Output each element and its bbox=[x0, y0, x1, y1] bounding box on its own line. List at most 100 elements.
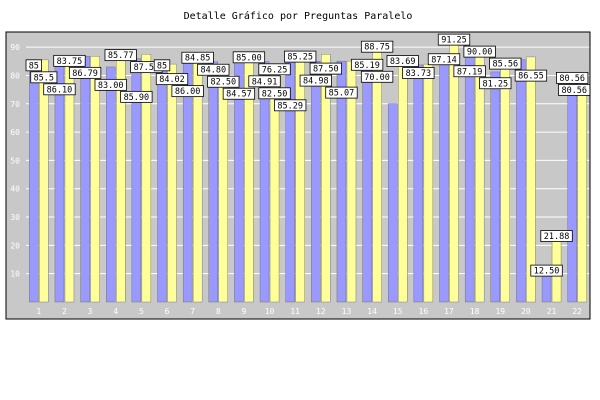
data-label: 82.50 bbox=[207, 75, 240, 88]
data-label: 87.19 bbox=[453, 65, 486, 77]
svg-text:81.25: 81.25 bbox=[482, 79, 508, 89]
data-label: 83.69 bbox=[386, 55, 419, 67]
svg-text:85.25: 85.25 bbox=[287, 53, 313, 63]
x-tick-label: 10 bbox=[265, 307, 275, 316]
data-label: 85.00 bbox=[232, 51, 266, 63]
bar-s1-cat-16 bbox=[413, 64, 424, 303]
data-label: 90.00 bbox=[463, 45, 496, 58]
x-tick-label: 6 bbox=[165, 307, 170, 316]
x-tick-label: 14 bbox=[367, 307, 377, 316]
data-label: 86.55 bbox=[514, 69, 548, 82]
bar-s1-cat-6 bbox=[157, 61, 167, 303]
bar-s1-cat-13 bbox=[336, 60, 347, 303]
data-label: 83.75 bbox=[53, 54, 86, 67]
bar-s1-cat-1 bbox=[29, 61, 39, 303]
bar-s2-cat-6 bbox=[167, 63, 177, 303]
svg-text:91.25: 91.25 bbox=[441, 36, 467, 46]
svg-text:85: 85 bbox=[157, 61, 167, 71]
bar-s1-cat-22 bbox=[567, 73, 577, 303]
data-label: 87.14 bbox=[427, 53, 461, 65]
x-tick-label: 7 bbox=[190, 307, 195, 316]
svg-text:86.00: 86.00 bbox=[175, 87, 201, 97]
data-label: 70.00 bbox=[360, 70, 394, 83]
bar-s1-cat-3 bbox=[80, 56, 90, 303]
data-label: 85 bbox=[25, 59, 43, 71]
bar-s2-cat-1 bbox=[39, 59, 49, 303]
data-label: 76.25 bbox=[258, 63, 291, 75]
svg-text:85.77: 85.77 bbox=[108, 51, 134, 61]
svg-text:87.19: 87.19 bbox=[457, 67, 483, 77]
svg-text:85.56: 85.56 bbox=[492, 60, 518, 70]
y-axis-ticks: 10 20 30 40 50 60 70 80 90 bbox=[10, 43, 20, 279]
svg-text:88.75: 88.75 bbox=[364, 43, 390, 53]
bar-s2-cat-5 bbox=[141, 54, 152, 303]
svg-text:84.02: 84.02 bbox=[159, 75, 185, 85]
data-label: 80.56 bbox=[558, 83, 591, 96]
y-tick-label: 30 bbox=[10, 213, 20, 222]
x-tick-label: 19 bbox=[495, 307, 505, 316]
y-tick-label: 50 bbox=[10, 156, 20, 165]
svg-text:85.07: 85.07 bbox=[329, 89, 355, 99]
bar-s2-cat-2 bbox=[64, 64, 75, 303]
data-label: 85.56 bbox=[489, 57, 522, 70]
x-tick-label: 3 bbox=[88, 307, 93, 316]
data-label: 85.77 bbox=[104, 49, 137, 61]
x-tick-label: 5 bbox=[139, 307, 144, 316]
bar-s2-cat-19 bbox=[500, 59, 510, 303]
x-tick-label: 17 bbox=[444, 307, 454, 316]
data-label: 83.73 bbox=[402, 67, 435, 79]
svg-text:85.5: 85.5 bbox=[34, 73, 54, 83]
bar-s2-cat-11 bbox=[295, 60, 305, 303]
data-label: 91.25 bbox=[437, 33, 471, 46]
data-label: 85.5 bbox=[30, 71, 58, 83]
svg-text:86.10: 86.10 bbox=[47, 85, 73, 95]
bar-s1-cat-17 bbox=[439, 55, 449, 303]
data-label: 88.75 bbox=[360, 40, 394, 53]
data-labels: 8585.586.1083.7586.7983.0085.7787.5085.9… bbox=[25, 33, 591, 277]
x-axis-ticks: 1 2 3 4 5 6 7 8 9 10 11 12 13 14 15 16 17 18 19 20 21 22 bbox=[36, 307, 582, 316]
bar-s1-cat-4 bbox=[106, 66, 116, 303]
x-tick-label: 9 bbox=[241, 307, 246, 316]
svg-text:84.80: 84.80 bbox=[200, 66, 226, 76]
svg-text:82.50: 82.50 bbox=[210, 78, 236, 88]
svg-text:84.91: 84.91 bbox=[252, 77, 278, 87]
bar-s2-cat-15 bbox=[398, 64, 408, 303]
svg-text:82.50: 82.50 bbox=[262, 89, 288, 99]
data-label: 85.25 bbox=[284, 50, 317, 63]
x-tick-label: 2 bbox=[62, 307, 67, 316]
data-label: 84.57 bbox=[222, 87, 256, 100]
x-tick-label: 1 bbox=[36, 307, 41, 316]
bar-s1-cat-18 bbox=[464, 54, 475, 303]
y-tick-label: 90 bbox=[10, 43, 20, 52]
x-tick-label: 12 bbox=[316, 307, 326, 316]
svg-text:85.29: 85.29 bbox=[277, 101, 303, 111]
bar-s2-cat-22 bbox=[577, 73, 587, 303]
data-label: 85 bbox=[153, 59, 171, 71]
svg-text:84.57: 84.57 bbox=[226, 90, 252, 100]
data-label: 84.98 bbox=[299, 74, 332, 87]
svg-text:85: 85 bbox=[29, 61, 39, 71]
bar-s1-cat-15 bbox=[388, 103, 398, 303]
svg-text:12.50: 12.50 bbox=[534, 267, 560, 277]
svg-text:83.00: 83.00 bbox=[98, 81, 124, 91]
y-tick-label: 80 bbox=[10, 71, 20, 80]
bar-s1-cat-8 bbox=[208, 61, 218, 303]
svg-text:76.25: 76.25 bbox=[262, 65, 288, 75]
bar-s2-cat-20 bbox=[526, 56, 536, 303]
y-tick-label: 40 bbox=[10, 185, 20, 194]
plot-frame bbox=[5, 31, 591, 320]
bar-s2-cat-3 bbox=[90, 56, 100, 303]
x-tick-label: 16 bbox=[419, 307, 429, 316]
svg-text:87.50: 87.50 bbox=[313, 65, 339, 75]
bar-s2-cat-14 bbox=[372, 50, 382, 303]
bar-s2-cat-12 bbox=[321, 54, 331, 303]
data-label: 84.80 bbox=[197, 63, 230, 76]
x-tick-label: 18 bbox=[470, 307, 480, 316]
data-label: 83.00 bbox=[94, 78, 127, 91]
data-label: 12.50 bbox=[530, 264, 563, 277]
data-label: 82.50 bbox=[258, 87, 291, 99]
bar-s1-cat-12 bbox=[311, 61, 321, 303]
x-tick-label: 8 bbox=[216, 307, 221, 316]
x-tick-label: 13 bbox=[342, 307, 352, 316]
